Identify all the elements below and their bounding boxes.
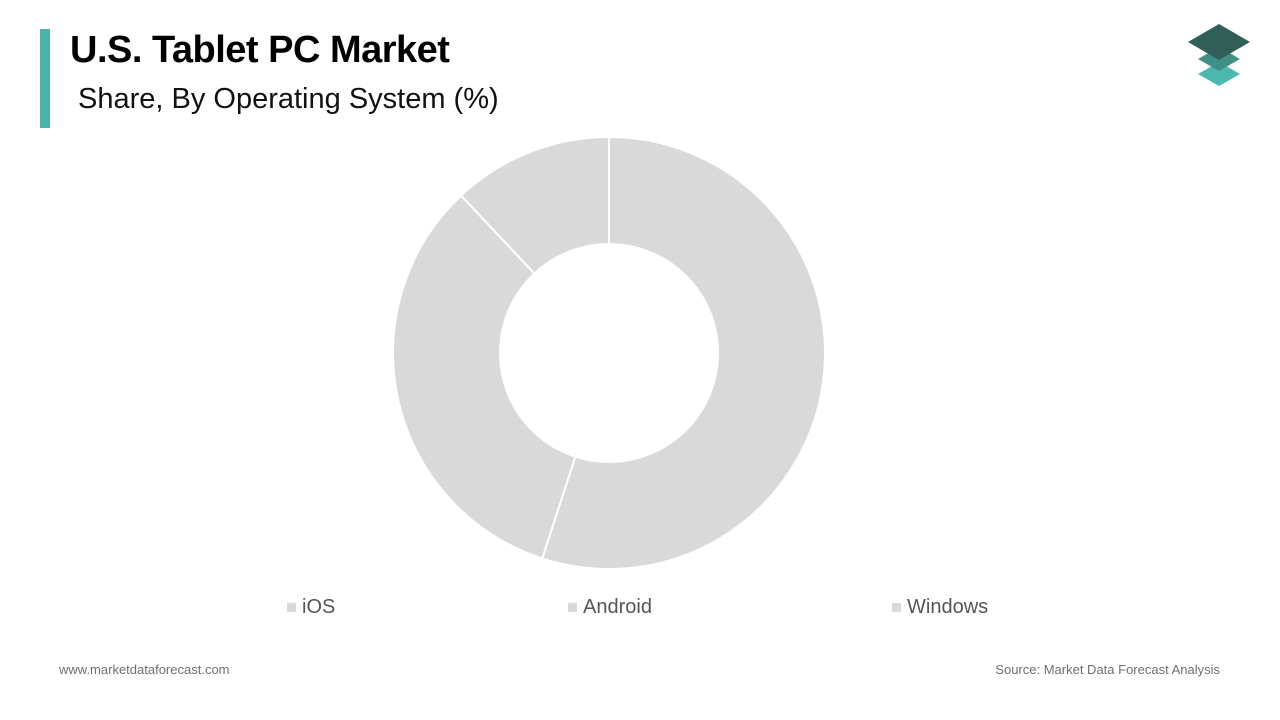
chart-subtitle: Share, By Operating System (%)	[78, 83, 499, 115]
legend-item-android[interactable]: Android	[568, 596, 652, 619]
legend-swatch	[892, 603, 901, 612]
legend-item-ios[interactable]: iOS	[287, 596, 335, 619]
donut-slice-ios[interactable]	[540, 135, 826, 570]
footer-website[interactable]: www.marketdataforecast.com	[59, 662, 230, 677]
legend-item-windows[interactable]: Windows	[892, 596, 988, 619]
logo-layer-top	[1188, 24, 1250, 60]
logo-layer-bottom	[1198, 62, 1240, 86]
legend-label: iOS	[302, 596, 336, 618]
footer-source: Source: Market Data Forecast Analysis	[995, 662, 1220, 677]
legend-swatch	[568, 603, 577, 612]
chart-title: U.S. Tablet PC Market	[70, 29, 450, 71]
legend-swatch	[287, 603, 296, 612]
title-accent-bar	[40, 29, 50, 128]
donut-slice-android[interactable]	[392, 194, 577, 560]
donut-slice-windows[interactable]	[459, 135, 610, 275]
stacked-layers-logo-icon	[1188, 24, 1250, 86]
legend-label: Android	[583, 596, 652, 618]
legend-label: Windows	[907, 596, 989, 618]
